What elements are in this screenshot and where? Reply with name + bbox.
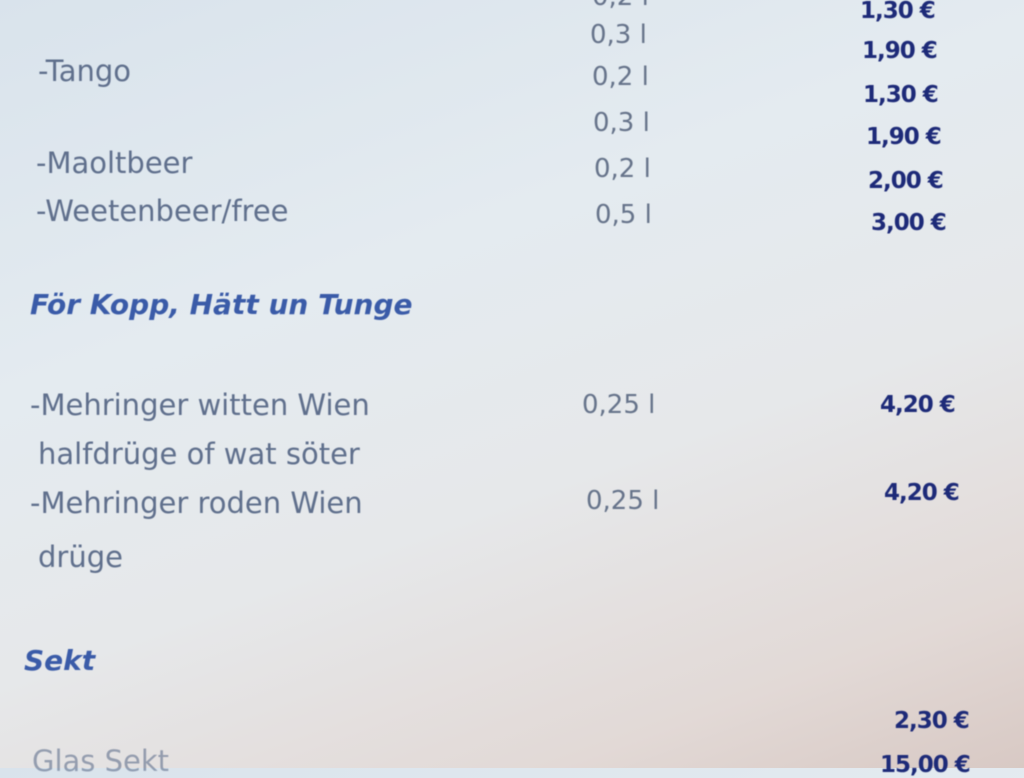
white-wine-volume: 0,25 l: [582, 390, 656, 420]
item-maoltbeer: -Maoltbeer: [36, 146, 193, 180]
weetenbeer-price: 3,00 €: [871, 210, 947, 236]
tango-volume-3: 0,3 l: [593, 108, 650, 138]
item-red-wine: -Mehringer roden Wien: [30, 486, 363, 520]
price-partial: 1,30 €: [860, 0, 936, 24]
maoltbeer-volume: 0,2 l: [594, 154, 651, 184]
tango-price-1: 1,90 €: [862, 38, 938, 64]
white-wine-detail: halfdrüge of wat söter: [38, 437, 360, 471]
tango-price-3: 1,90 €: [866, 124, 942, 150]
white-wine-price: 4,20 €: [880, 392, 956, 418]
red-wine-detail: drüge: [38, 540, 123, 574]
maoltbeer-price: 2,00 €: [868, 168, 944, 194]
tango-volume-2: 0,2 l: [592, 62, 649, 92]
section-heading-sekt: Sekt: [24, 644, 96, 677]
volume-partial: 0,2 l: [592, 0, 649, 12]
section-heading-wine: För Kopp, Hätt un Tunge: [30, 288, 413, 321]
tango-volume-1: 0,3 l: [590, 20, 647, 50]
tango-price-2: 1,30 €: [863, 82, 939, 108]
sekt-price: 2,30 €: [894, 708, 970, 734]
sekt-bottle-price: 15,00 €: [880, 752, 971, 778]
item-glas-sekt: Glas Sekt: [32, 744, 170, 778]
red-wine-volume: 0,25 l: [586, 486, 660, 516]
item-tango: -Tango: [38, 54, 132, 88]
red-wine-price: 4,20 €: [884, 480, 960, 506]
weetenbeer-volume: 0,5 l: [595, 200, 652, 230]
item-weetenbeer: -Weetenbeer/free: [36, 194, 289, 228]
item-white-wine: -Mehringer witten Wien: [30, 388, 370, 422]
